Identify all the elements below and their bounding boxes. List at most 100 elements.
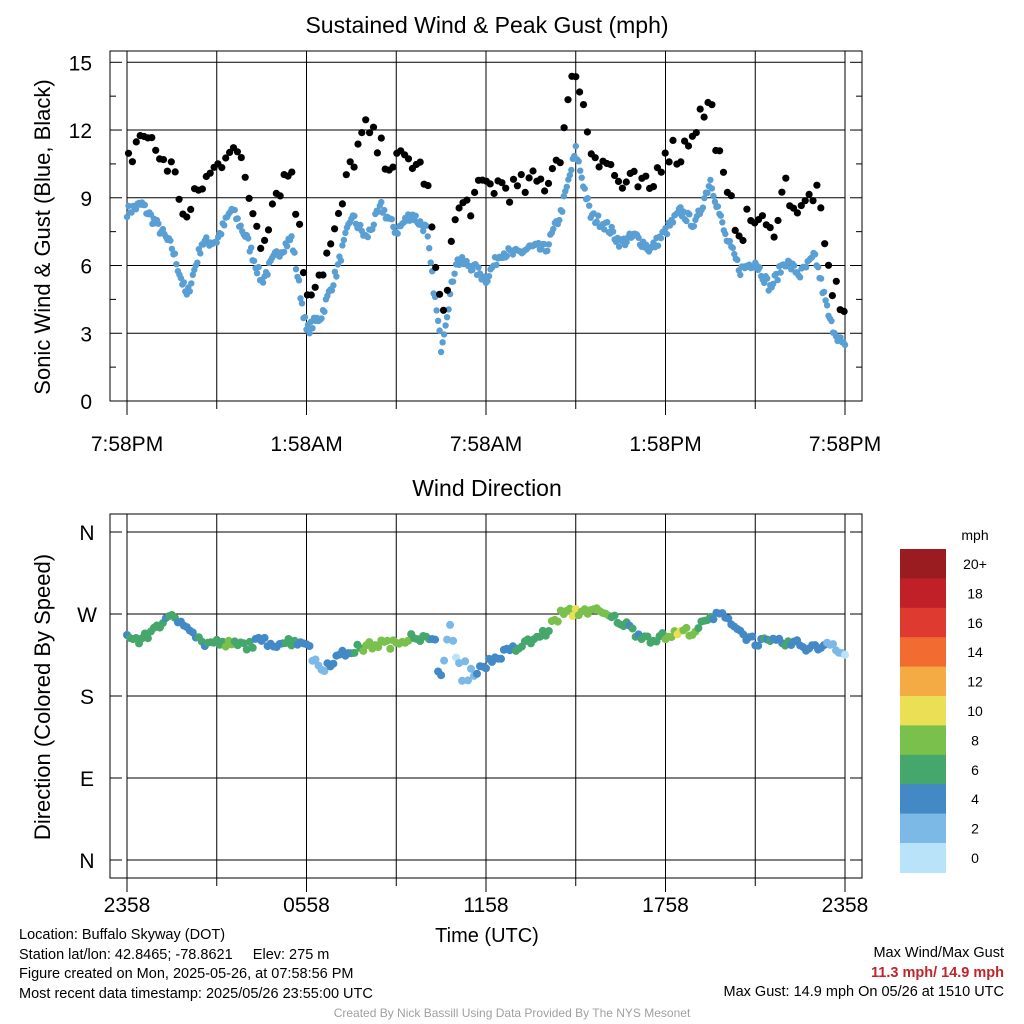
peak-gust-point [311, 283, 319, 291]
sustained-wind-point [719, 219, 726, 226]
peak-gust-point [447, 237, 455, 245]
peak-gust-point [373, 149, 381, 157]
sustained-wind-point [657, 234, 665, 242]
colorbar-label: 20+ [963, 556, 987, 572]
sustained-wind-point [306, 330, 313, 337]
peak-gust-point [622, 178, 630, 186]
peak-gust-point [544, 179, 553, 187]
sustained-wind-point [774, 276, 781, 284]
peak-gust-point [743, 205, 751, 213]
sustained-wind-point [503, 252, 511, 260]
peak-gust-point [358, 129, 366, 137]
peak-gust-point [233, 148, 241, 156]
wind-direction-point [724, 614, 733, 623]
peak-gust-point [576, 88, 584, 96]
peak-gust-point [521, 188, 529, 196]
sustained-wind-point [642, 241, 650, 248]
peak-gust-point [649, 183, 658, 191]
wind-direction-point [329, 659, 338, 668]
sustained-wind-point [443, 314, 451, 321]
sustained-wind-point [318, 315, 325, 322]
peak-gust-point [257, 244, 265, 252]
sustained-wind-point [796, 274, 804, 281]
sustained-wind-point [255, 263, 262, 271]
peak-gust-point [206, 169, 214, 177]
peak-gust-point [424, 182, 432, 190]
peak-gust-point [439, 306, 448, 314]
sustained-wind-point [321, 308, 328, 315]
sustained-wind-point [298, 300, 306, 307]
sustained-wind-point [189, 271, 196, 278]
wind-direction-point [248, 643, 257, 652]
sustained-wind-point [125, 202, 132, 210]
peak-gust-point [467, 212, 475, 220]
peak-gust-point [261, 236, 269, 244]
sustained-wind-point [292, 266, 300, 273]
sustained-wind-point [381, 206, 388, 214]
peak-gust-point [778, 188, 786, 196]
sustained-wind-point [563, 183, 570, 190]
colorbar-label: 2 [971, 821, 979, 837]
peak-gust-point [560, 124, 568, 132]
sustained-wind-point [734, 256, 741, 263]
sustained-wind-point [711, 198, 719, 205]
colorbar-swatch [900, 607, 946, 638]
wind-ytick-label: 12 [69, 120, 92, 143]
sustained-wind-point [737, 271, 744, 279]
peak-gust-point [132, 138, 140, 146]
sustained-wind-point [388, 216, 395, 223]
wind-ytick-label: 3 [80, 323, 92, 346]
sustained-wind-point [123, 213, 131, 221]
sustained-wind-point [790, 262, 798, 269]
sustained-wind-point [437, 348, 445, 356]
sustained-wind-point [412, 212, 419, 219]
direction-xtick-label: 0558 [283, 894, 330, 917]
peak-gust-point [595, 163, 603, 171]
sustained-wind-point [837, 334, 844, 341]
max-summary: Max Wind/Max Gust 11.3 mph/ 14.9 mph Max… [724, 944, 1004, 1003]
peak-gust-point [793, 209, 802, 217]
sustained-wind-point [568, 166, 575, 174]
sustained-wind-point [704, 189, 711, 196]
peak-gust-point [327, 240, 335, 248]
sustained-wind-point [566, 172, 573, 179]
wind-direction-point [458, 676, 467, 685]
peak-gust-point [350, 163, 358, 171]
wind-direction-point [754, 641, 763, 650]
sustained-wind-point [342, 229, 349, 237]
colorbar-label: 12 [967, 674, 983, 690]
sustained-wind-point [595, 212, 602, 219]
colorbar-label: 8 [971, 732, 979, 748]
sustained-wind-point [221, 222, 228, 229]
peak-gust-point [529, 167, 537, 175]
direction-xtick-label: 2358 [104, 894, 151, 917]
credit-line: Created By Nick Bassill Using Data Provi… [333, 1006, 691, 1020]
sustained-wind-point [248, 244, 255, 251]
peak-gust-point [766, 224, 774, 232]
peak-gust-point [782, 174, 790, 182]
wind-direction-point [311, 655, 320, 664]
sustained-wind-point [707, 176, 714, 184]
sustained-wind-point [476, 270, 484, 277]
wind-direction-point [694, 624, 703, 633]
peak-gust-point [163, 167, 171, 175]
sustained-wind-point [280, 248, 288, 256]
colorbar-swatch [900, 666, 946, 697]
wind-xtick-label: 1:58PM [629, 433, 701, 456]
peak-gust-point [268, 200, 276, 208]
peak-gust-point [152, 146, 160, 154]
sustained-wind-point [699, 204, 707, 211]
sustained-wind-point [171, 250, 179, 257]
peak-gust-point [727, 192, 735, 200]
station-elevation: Elev: 275 m [252, 946, 330, 963]
sustained-wind-point [231, 206, 238, 214]
colorbar-label: 14 [967, 644, 983, 660]
colorbar-label: 18 [967, 585, 983, 601]
direction-chart-title: Wind Direction [412, 475, 562, 501]
sustained-wind-point [586, 202, 593, 209]
peak-gust-point [404, 155, 413, 163]
wind-direction-point [383, 636, 392, 645]
peak-gust-point [443, 286, 451, 294]
peak-gust-point [591, 154, 599, 162]
wind-direction-point [143, 634, 152, 643]
